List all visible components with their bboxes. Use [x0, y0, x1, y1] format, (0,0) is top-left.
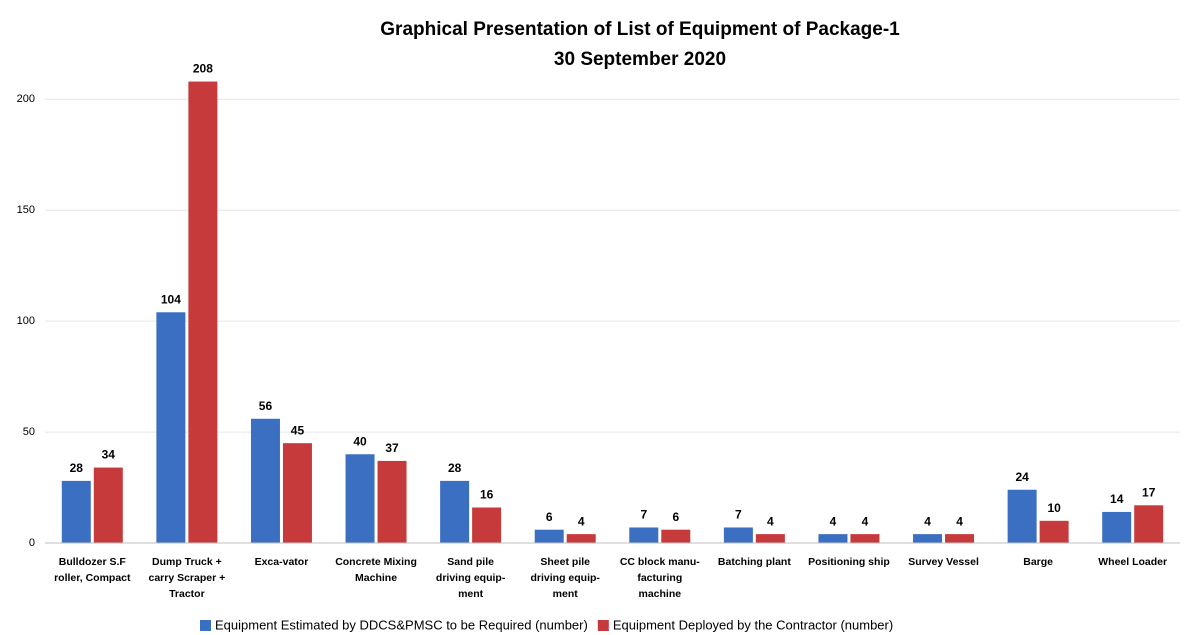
legend-swatch: [200, 620, 211, 631]
value-label: 10: [1047, 501, 1061, 515]
bar: [1007, 489, 1037, 543]
value-label: 17: [1142, 485, 1156, 499]
x-tick-label: Concrete Mixing: [335, 556, 417, 568]
bar: [250, 418, 280, 543]
x-tick-label: Machine: [355, 572, 397, 584]
bar: [818, 534, 848, 543]
value-label: 6: [546, 510, 553, 524]
bar: [93, 467, 123, 543]
x-tick-label: Wheel Loader: [1098, 556, 1167, 568]
value-label: 28: [70, 461, 84, 475]
value-label: 208: [193, 62, 213, 76]
y-tick-label: 100: [17, 315, 35, 327]
value-label: 7: [735, 508, 742, 522]
x-tick-label: facturing: [637, 572, 682, 584]
value-label: 40: [353, 434, 367, 448]
bar: [661, 529, 691, 543]
value-label: 4: [956, 514, 963, 528]
value-label: 6: [672, 510, 679, 524]
legend-label: Equipment Deployed by the Contractor (nu…: [613, 617, 893, 632]
value-label: 28: [448, 461, 462, 475]
bar: [945, 534, 975, 543]
value-label: 7: [640, 508, 647, 522]
value-label: 34: [102, 448, 116, 462]
x-tick-label: driving equip-: [530, 572, 600, 584]
chart-title: Graphical Presentation of List of Equipm…: [380, 19, 900, 40]
x-tick-label: Batching plant: [718, 556, 791, 568]
x-tick-label: Tractor: [169, 588, 205, 600]
x-tick-label: Bulldozer S.F: [59, 556, 127, 568]
value-label: 37: [385, 441, 399, 455]
value-label: 45: [291, 423, 305, 437]
bar: [188, 81, 218, 543]
bar: [472, 507, 502, 543]
x-tick-label: Positioning ship: [808, 556, 890, 568]
value-label: 24: [1015, 470, 1029, 484]
bar: [345, 454, 375, 543]
bar: [440, 480, 470, 543]
bar: [1039, 520, 1069, 543]
value-label: 4: [767, 514, 774, 528]
y-tick-label: 0: [29, 537, 35, 549]
value-label: 14: [1110, 492, 1124, 506]
value-label: 4: [578, 514, 585, 528]
value-label: 56: [259, 399, 273, 413]
value-label: 4: [924, 514, 931, 528]
y-tick-label: 50: [23, 426, 35, 438]
bar: [1102, 511, 1132, 543]
x-tick-label: Exca-vator: [255, 556, 309, 568]
x-tick-label: driving equip-: [436, 572, 506, 584]
bar: [534, 529, 564, 543]
legend-swatch: [597, 620, 609, 631]
bar: [723, 527, 753, 543]
bar: [629, 527, 659, 543]
bar: [61, 480, 91, 543]
x-tick-label: roller, Compact: [54, 572, 131, 584]
bar: [1134, 505, 1164, 543]
bar: [377, 460, 407, 543]
x-tick-label: Sheet pile: [540, 556, 590, 568]
x-tick-label: ment: [553, 588, 579, 600]
y-tick-label: 150: [17, 204, 35, 216]
bar: [282, 443, 312, 543]
bar: [156, 312, 186, 543]
bar: [755, 534, 785, 543]
bar: [913, 534, 943, 543]
value-label: 104: [161, 292, 181, 306]
value-label: 4: [862, 514, 869, 528]
x-tick-label: Survey Vessel: [908, 556, 979, 568]
bar: [566, 534, 596, 543]
x-tick-label: Dump Truck +: [152, 556, 222, 568]
value-label: 4: [830, 514, 837, 528]
x-tick-label: carry Scraper +: [148, 572, 225, 584]
x-tick-label: CC block manu-: [620, 556, 700, 568]
value-label: 16: [480, 488, 494, 502]
y-tick-label: 200: [17, 93, 35, 105]
chart-subtitle: 30 September 2020: [554, 49, 726, 70]
x-tick-label: Barge: [1023, 556, 1053, 568]
legend-label: Equipment Estimated by DDCS&PMSC to be R…: [215, 617, 588, 632]
x-tick-label: Sand pile: [447, 556, 494, 568]
bar: [850, 534, 880, 543]
x-tick-label: ment: [458, 588, 484, 600]
x-tick-label: machine: [638, 588, 681, 600]
